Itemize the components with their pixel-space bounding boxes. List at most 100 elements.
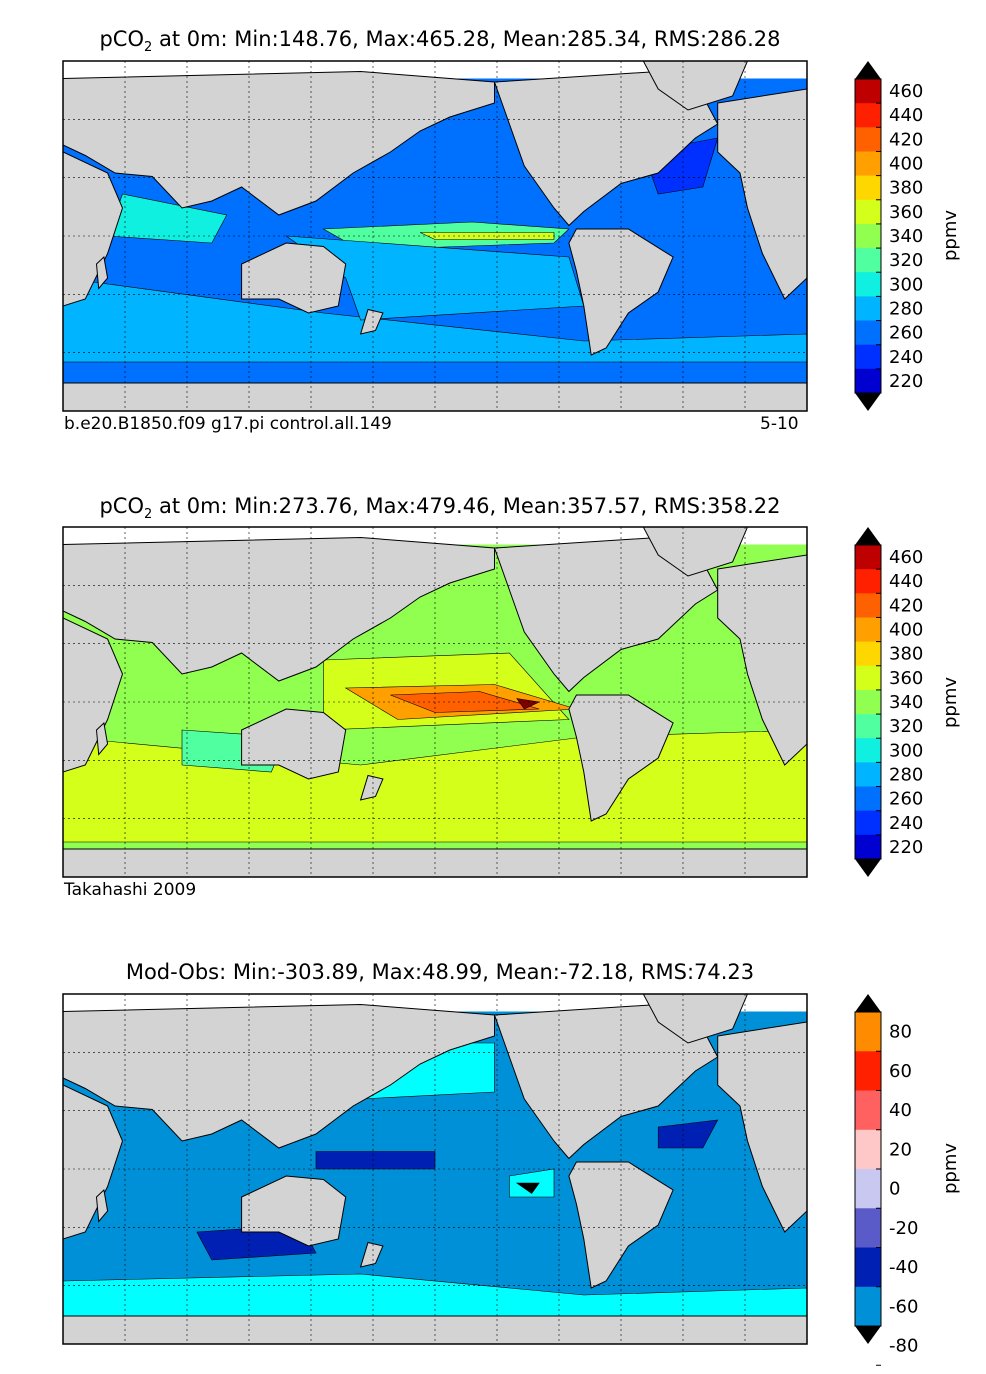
colorbar-tick-label: -60	[889, 1296, 918, 1317]
land-mass	[493, 536, 719, 693]
panel-1-units: ppmv	[940, 209, 962, 262]
land-mass	[241, 708, 347, 780]
contour-region	[390, 691, 540, 713]
land-mass	[717, 554, 807, 766]
colorbar-1: 460 440 420 400 380 360 340 320 300 280 260 240 220	[854, 61, 923, 411]
colorbar-tick-label: 220	[889, 371, 923, 392]
colorbar-segment	[855, 714, 881, 739]
land-mass	[717, 88, 807, 300]
panel-2-units: ppmv	[940, 676, 962, 729]
colorbar-segment	[855, 344, 881, 370]
colorbar-extend-top	[855, 527, 881, 545]
colorbar-tick-label: 320	[889, 716, 923, 737]
contour-region	[181, 729, 287, 773]
map-content	[63, 61, 807, 411]
colorbar-segment	[855, 1051, 881, 1092]
panel-3-units: ppmv	[940, 1142, 962, 1195]
colorbar-segment	[855, 368, 881, 394]
land-mass	[63, 1315, 807, 1344]
colorbar-segment	[855, 689, 881, 715]
title-rest: at 0m: Min:273.76, Max:479.46, Mean:357.…	[152, 494, 781, 518]
colorbar-extend-bottom	[855, 393, 881, 411]
colorbar-segment	[855, 1208, 881, 1249]
land-mass	[359, 308, 384, 335]
contour-region	[642, 137, 719, 195]
title-rest: at 0m: Min:148.76, Max:465.28, Mean:285.…	[152, 27, 781, 51]
colorbar-2: 460 440 420 400 380 360 340 320 300 280 260 240 220	[854, 527, 923, 877]
colorbar-extend-bottom	[855, 859, 881, 877]
colorbar-segment	[855, 641, 881, 667]
colorbar-tick-label: 260	[889, 323, 923, 344]
colorbar-segment	[855, 1169, 881, 1209]
title-rest: : Min:-303.89, Max:48.99, Mean:-72.18, R…	[219, 960, 755, 984]
colorbar-tick-label: 420	[889, 595, 923, 616]
colorbar-tick-label: 240	[889, 347, 923, 368]
colorbar-segment	[855, 810, 881, 836]
land-mass	[241, 1175, 347, 1247]
title-prefix: pCO	[99, 494, 144, 518]
contour-region	[322, 221, 570, 251]
land-mass	[63, 1084, 124, 1240]
contour-region	[63, 1273, 807, 1317]
colorbar-segment	[855, 593, 881, 618]
contour-region	[323, 652, 570, 731]
colorbar-segment	[855, 175, 881, 201]
land-mass	[568, 1161, 674, 1289]
contour-region	[515, 1182, 540, 1194]
colorbar-tick-label: 80	[889, 1022, 912, 1043]
contour-region	[63, 277, 807, 363]
map-content	[63, 994, 807, 1344]
land-mass	[63, 848, 807, 877]
ocean-field	[63, 61, 807, 411]
colorbar-tick-label: -40	[889, 1257, 918, 1278]
map-frame	[62, 526, 808, 878]
contour-region	[419, 232, 555, 240]
colorbar-segment	[855, 151, 881, 177]
land-mass	[63, 151, 124, 307]
map-frame	[62, 993, 808, 1345]
panel-1-caption-right: 5-10	[760, 414, 799, 434]
land-mass	[568, 694, 674, 822]
contour-region	[107, 193, 228, 244]
colorbar-frame	[854, 1011, 882, 1327]
colorbar-tick-label: 400	[889, 620, 923, 641]
colorbar-tick-label: 340	[889, 692, 923, 713]
colorbar-tick-label: 60	[889, 1061, 912, 1082]
land-mass	[63, 536, 495, 682]
map-1	[62, 60, 808, 412]
title-subscript: 2	[144, 40, 153, 56]
colorbar-tick-label: 300	[889, 274, 923, 295]
colorbar-segment	[855, 617, 881, 643]
colorbar-frame	[854, 78, 882, 394]
panel-3-title: Mod-Obs: Min:-303.89, Max:48.99, Mean:-7…	[30, 960, 850, 984]
colorbar-segment	[855, 79, 881, 104]
colorbar-segment	[855, 665, 881, 691]
colorbar-extend-bottom	[855, 1326, 881, 1344]
colorbar-extend-top	[855, 994, 881, 1012]
land-mass	[241, 242, 347, 314]
land-mass	[95, 1188, 109, 1223]
colorbar-3: 80 60 40 20 0 -20 -40 -60 -80	[854, 994, 918, 1366]
land-mass	[359, 1241, 384, 1268]
colorbar-segment	[855, 738, 881, 763]
map-3	[62, 993, 808, 1345]
land-mass	[95, 255, 109, 290]
colorbar-segment	[855, 103, 881, 128]
panel-2-title: pCO2 at 0m: Min:273.76, Max:479.46, Mean…	[30, 494, 850, 522]
colorbar-tick-label: 280	[889, 299, 923, 320]
colorbar-tick-label: -80	[889, 1336, 918, 1357]
land-mass	[63, 1003, 495, 1149]
colorbar-segment	[855, 1247, 881, 1288]
colorbar-tick-label: 340	[889, 226, 923, 247]
colorbar-segment	[855, 272, 881, 297]
contour-region	[516, 698, 541, 710]
panel-1-caption-left: b.e20.B1850.f09 g17.pi control.all.149	[64, 414, 392, 434]
contour-region	[509, 1168, 555, 1198]
no-data-region	[63, 61, 807, 79]
colorbar-tick-label: 460	[889, 547, 923, 568]
title-prefix: Mod-Obs	[125, 960, 220, 984]
colorbar-segment	[855, 569, 881, 594]
land-mass	[359, 774, 384, 801]
colorbar-segment	[855, 199, 881, 225]
